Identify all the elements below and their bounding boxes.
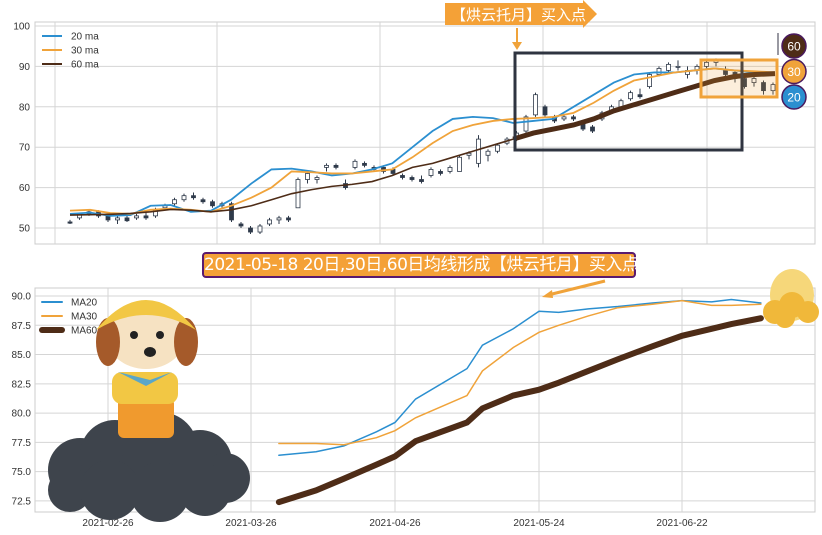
- candle-body: [485, 150, 491, 156]
- y-tick-label: 60: [19, 183, 31, 194]
- candle-body: [324, 164, 329, 168]
- candle-body: [523, 116, 529, 132]
- badge-20: [781, 84, 807, 110]
- candle-body: [761, 82, 766, 92]
- candle-body: [229, 203, 234, 221]
- badge-60: [781, 33, 807, 59]
- candle-body: [438, 171, 443, 174]
- candle-body: [770, 84, 776, 92]
- y-tick-label: 72.5: [12, 496, 32, 507]
- candle-body: [276, 217, 282, 221]
- legend-label: MA60: [71, 326, 98, 337]
- y-tick-label: 77.5: [12, 438, 32, 449]
- y-tick-label: 85.0: [12, 350, 32, 361]
- candle-body: [210, 201, 215, 207]
- dog-on-cloud-illustration: [48, 300, 250, 522]
- candle-body: [666, 63, 671, 71]
- legend-label: MA20: [71, 298, 98, 309]
- candle-body: [267, 219, 272, 225]
- candle-body: [400, 175, 405, 178]
- candle-body: [362, 162, 367, 166]
- candle-body: [248, 227, 253, 233]
- legend-label: 20 ma: [71, 32, 99, 43]
- candle-body: [656, 68, 662, 75]
- candle-body: [628, 92, 633, 100]
- y-tick-label: 70: [19, 143, 31, 154]
- badge-label: 20: [787, 91, 801, 105]
- candle-body: [314, 177, 320, 180]
- candle-body: [181, 195, 187, 201]
- y-tick-label: 80.0: [12, 409, 32, 420]
- down-arrow-icon: [512, 28, 522, 50]
- series-MA60: [275, 315, 764, 506]
- candle-body: [409, 177, 415, 180]
- callout-label: 【烘云托月】买入点: [451, 6, 587, 24]
- candle-body: [238, 223, 244, 227]
- candle-body: [675, 66, 681, 68]
- candle-body: [637, 94, 643, 98]
- y-tick-label: 100: [13, 22, 30, 33]
- candle-body: [191, 195, 196, 199]
- candle-body: [333, 164, 339, 168]
- x-tick-label: 2021-05-24: [513, 518, 565, 529]
- badge-label: 60: [787, 40, 801, 54]
- pointer-arrow: [547, 279, 606, 297]
- x-tick-label: 2021-04-26: [369, 518, 421, 529]
- x-tick-label: 2021-02-26: [82, 518, 134, 529]
- candle-body: [542, 106, 548, 116]
- candle-body: [723, 70, 728, 75]
- y-tick-label: 50: [19, 224, 31, 235]
- y-tick-label: 75.0: [12, 467, 32, 478]
- candle-body: [286, 217, 291, 221]
- candle-body: [305, 173, 310, 180]
- legend-label: MA30: [71, 312, 98, 323]
- candle-body: [751, 78, 757, 83]
- candle-body: [447, 166, 453, 172]
- candle-body: [533, 94, 538, 116]
- candle-body: [704, 61, 709, 67]
- candle-body: [457, 156, 462, 172]
- candle-body: [561, 116, 567, 120]
- candle-body: [476, 138, 481, 164]
- top-plot-area: [34, 21, 816, 245]
- candle-body: [419, 179, 424, 182]
- badge-30: [781, 58, 807, 85]
- y-tick-label: 80: [19, 102, 31, 113]
- legend-label: 30 ma: [71, 46, 99, 57]
- candle-body: [295, 179, 301, 209]
- candle-body: [428, 169, 434, 176]
- candle-body: [590, 126, 595, 132]
- x-tick-label: 2021-06-22: [656, 518, 708, 529]
- candle-body: [172, 199, 177, 205]
- candle-body: [124, 217, 130, 222]
- candle-body: [571, 116, 576, 120]
- y-tick-label: 87.5: [12, 321, 32, 332]
- y-tick-label: 90: [19, 62, 31, 73]
- moon-illustration: [763, 269, 819, 328]
- legend-label: 60 ma: [71, 60, 99, 71]
- arrow-head-icon: [542, 290, 553, 298]
- candle-body: [67, 221, 73, 224]
- candle-body: [143, 215, 149, 219]
- y-tick-label: 90.0: [12, 292, 32, 303]
- candle-body: [257, 225, 263, 233]
- candle-body: [495, 144, 500, 152]
- ma60-highlight: [512, 71, 776, 142]
- candle-body: [115, 217, 120, 221]
- candle-body: [200, 199, 206, 203]
- callout-arrow: [445, 0, 597, 28]
- chart-title: 2021-05-18 20日,30日,60日均线形成【烘云托月】买入点: [202, 252, 639, 278]
- candle-body: [352, 160, 358, 168]
- candle-body: [134, 215, 139, 219]
- series-MA30: [278, 299, 762, 446]
- highlight-box: [513, 51, 744, 152]
- x-tick-label: 2021-03-26: [225, 518, 277, 529]
- candle-body: [647, 74, 652, 88]
- orange-highlight-box: [699, 58, 779, 99]
- badge-label: 30: [787, 65, 801, 79]
- y-tick-label: 82.5: [12, 379, 32, 390]
- candle-body: [466, 152, 472, 156]
